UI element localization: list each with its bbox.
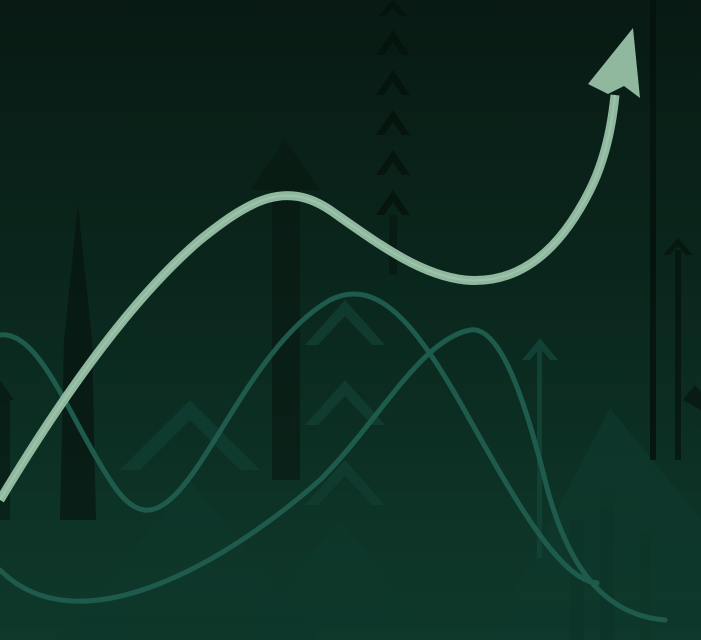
secondary-curve-a	[0, 291, 600, 586]
chevron-up-icon	[305, 380, 385, 425]
upward-arrow-icon	[250, 140, 320, 480]
upward-arrow-icon	[663, 238, 693, 460]
chevron-up-icon	[376, 70, 410, 95]
chevron-up-icon	[376, 30, 410, 55]
primary-curve-highlight	[0, 94, 616, 501]
primary-trend	[0, 28, 640, 503]
secondary-curves	[0, 291, 668, 623]
upward-arrow-icon	[683, 385, 701, 410]
secondary-curve-b	[0, 327, 668, 623]
chevron-up-icon	[305, 300, 385, 345]
chevron-up-icon	[376, 190, 410, 215]
trend-up-arrow-icon	[588, 28, 640, 98]
chevron-up-icon	[376, 150, 410, 175]
chevron-stack	[376, 0, 410, 275]
upward-arrow-icon	[650, 0, 656, 460]
bottom-fade	[0, 440, 701, 640]
chevron-up-icon	[378, 0, 408, 16]
chevron-up-icon	[376, 110, 410, 135]
